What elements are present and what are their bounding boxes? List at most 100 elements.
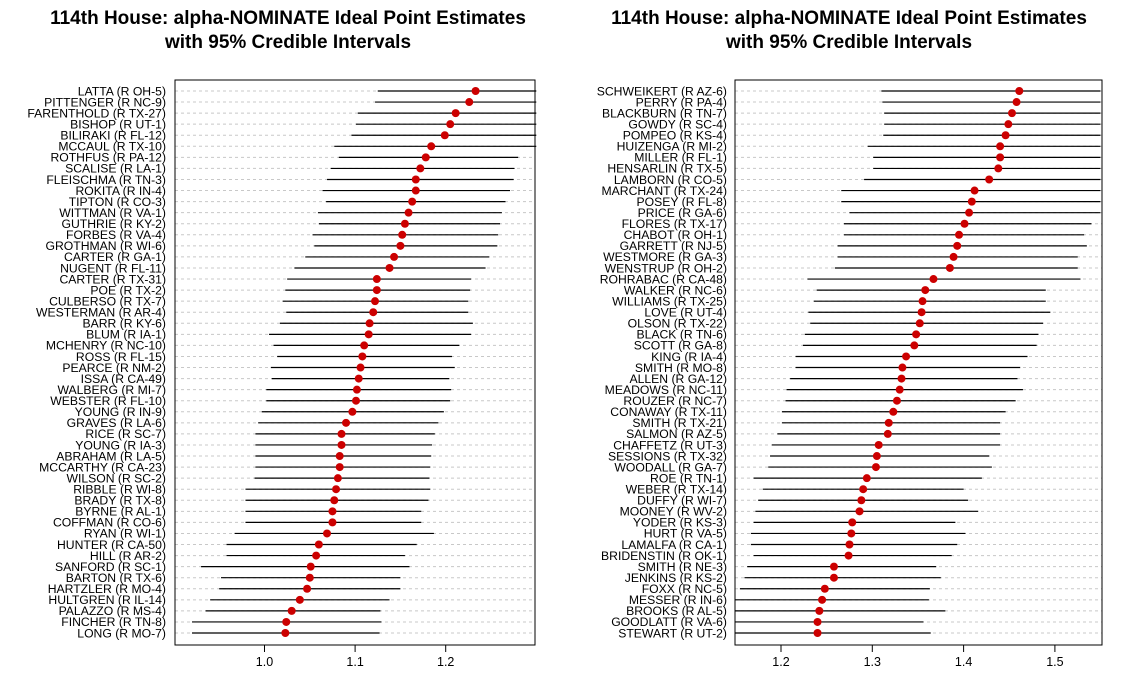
chart-panel-1: 114th House: alpha-NOMINATE Ideal Point … (27, 8, 537, 669)
ideal-point-marker (844, 551, 853, 560)
legislator-label: PEARCE (R NM-2) (62, 361, 166, 375)
ideal-point-marker (356, 363, 365, 372)
legislator-label: CARTER (R GA-1) (64, 250, 166, 264)
legislator-label: ROE (R TN-1) (650, 471, 727, 485)
ideal-point-marker (960, 219, 969, 228)
ideal-point-marker (371, 297, 380, 306)
ideal-point-marker (364, 330, 373, 339)
legislator-label: MEADOWS (R NC-11) (605, 383, 727, 397)
legislator-label: NUGENT (R FL-11) (60, 261, 166, 275)
ideal-point-marker (337, 429, 346, 438)
legislator-label: POE (R TX-2) (90, 283, 166, 297)
legislator-label: RICE (R SC-7) (85, 427, 166, 441)
ideal-point-marker (897, 374, 906, 383)
ideal-point-marker (385, 263, 394, 272)
ideal-point-marker (818, 595, 827, 604)
ideal-point-marker (287, 606, 296, 615)
legislator-label: WEBSTER (R FL-10) (50, 394, 166, 408)
ideal-point-marker (1015, 87, 1024, 95)
x-tick-label: 1.4 (955, 655, 972, 669)
legislator-label: ISSA (R CA-49) (81, 372, 166, 386)
ideal-point-marker (314, 540, 323, 549)
ideal-point-marker (955, 230, 964, 239)
ideal-point-marker (855, 507, 864, 516)
ideal-point-marker (416, 164, 425, 173)
ideal-point-marker (902, 352, 911, 361)
x-tick-label: 1.2 (437, 655, 454, 669)
legislator-label: HULTGREN (R IL-14) (48, 593, 166, 607)
ideal-point-marker (446, 120, 455, 129)
ideal-point-marker (921, 286, 930, 295)
legislator-label: HURT (R VA-5) (644, 527, 727, 541)
legislator-label: LONG (R MO-7) (77, 626, 166, 640)
legislator-label: BLACKBURN (R TN-7) (602, 106, 727, 120)
legislator-label: SMITH (R NE-3) (638, 560, 727, 574)
ideal-point-marker (1004, 120, 1013, 129)
ideal-point-marker (312, 551, 321, 560)
legislator-label: PRICE (R GA-6) (638, 206, 727, 220)
ideal-point-marker (813, 629, 822, 637)
legislator-label: MILLER (R FL-1) (634, 151, 727, 165)
ideal-point-marker (281, 629, 290, 637)
legislator-label: GROTHMAN (R WI-6) (45, 239, 166, 253)
legislator-label: MCCARTHY (R CA-23) (39, 460, 166, 474)
ideal-point-marker (440, 131, 449, 140)
ideal-point-marker (354, 374, 363, 383)
legislator-label: GARRETT (R NJ-5) (620, 239, 727, 253)
ideal-point-marker (305, 573, 314, 582)
legislator-label: WILLIAMS (R TX-25) (612, 294, 727, 308)
ideal-point-marker (829, 562, 838, 571)
legislator-label: BRIDENSTIN (R OK-1) (601, 549, 727, 563)
legislator-label: RIBBLE (R WI-8) (73, 483, 166, 497)
legislator-label: DUFFY (R WI-7) (637, 494, 727, 508)
ideal-point-marker (1001, 131, 1010, 140)
legislator-label: ABRAHAM (R LA-5) (56, 449, 166, 463)
legislator-label: SMITH (R TX-21) (632, 416, 727, 430)
ideal-point-marker (335, 452, 344, 461)
legislator-label: YOUNG (R IN-9) (75, 405, 166, 419)
ideal-point-marker (372, 275, 381, 284)
legislator-label: GRAVES (R LA-6) (67, 416, 166, 430)
ideal-point-marker (953, 241, 962, 250)
legislator-label: GUTHRIE (R KY-2) (61, 217, 166, 231)
ideal-point-marker (898, 363, 907, 372)
legislator-label: MARCHANT (R TX-24) (602, 184, 728, 198)
legislator-label: BARR (R KY-6) (82, 317, 166, 331)
legislator-label: FARENTHOLD (R TX-27) (27, 106, 166, 120)
ideal-point-marker (1007, 109, 1016, 118)
ideal-point-marker (918, 297, 927, 306)
legislator-label: ALLEN (R GA-12) (629, 372, 727, 386)
legislator-label: BISHOP (R UT-1) (70, 117, 166, 131)
legislator-label: CARTER (R TX-31) (59, 272, 166, 286)
legislator-label: FINCHER (R TN-8) (61, 615, 166, 629)
ideal-point-marker (365, 319, 374, 328)
ideal-point-marker (360, 341, 369, 350)
ideal-point-marker (910, 341, 919, 350)
ideal-point-marker (813, 617, 822, 626)
ideal-point-marker (929, 275, 938, 284)
legislator-label: WITTMAN (R VA-1) (59, 206, 166, 220)
legislator-label: SCOTT (R GA-8) (634, 339, 727, 353)
legislator-label: FOXX (R NC-5) (642, 582, 727, 596)
legislator-label: MESSER (R IN-6) (629, 593, 727, 607)
legislator-label: SALMON (R AZ-5) (626, 427, 727, 441)
legislator-label: ROKITA (R IN-4) (75, 184, 166, 198)
plot-frame (734, 79, 1103, 646)
ideal-point-marker (967, 197, 976, 206)
legislator-label: KING (R IA-4) (651, 350, 727, 364)
ideal-point-marker (917, 308, 926, 317)
ideal-point-marker (820, 584, 829, 593)
legislator-label: SCHWEIKERT (R AZ-6) (597, 84, 727, 98)
ideal-point-marker (862, 474, 871, 483)
ideal-point-marker (451, 109, 460, 118)
legislator-label: ROUZER (R NC-7) (623, 394, 727, 408)
legislator-label: GOWDY (R SC-4) (628, 117, 727, 131)
ideal-point-marker (306, 562, 315, 571)
x-tick-label: 1.1 (346, 655, 363, 669)
legislator-label: MCHENRY (R NC-10) (46, 339, 166, 353)
legislator-label: WESTERMAN (R AR-4) (36, 306, 166, 320)
legislator-label: WALBERG (R MI-7) (57, 383, 166, 397)
legislator-label: JENKINS (R KS-2) (625, 571, 727, 585)
ideal-point-marker (845, 540, 854, 549)
ideal-point-marker (465, 98, 474, 107)
